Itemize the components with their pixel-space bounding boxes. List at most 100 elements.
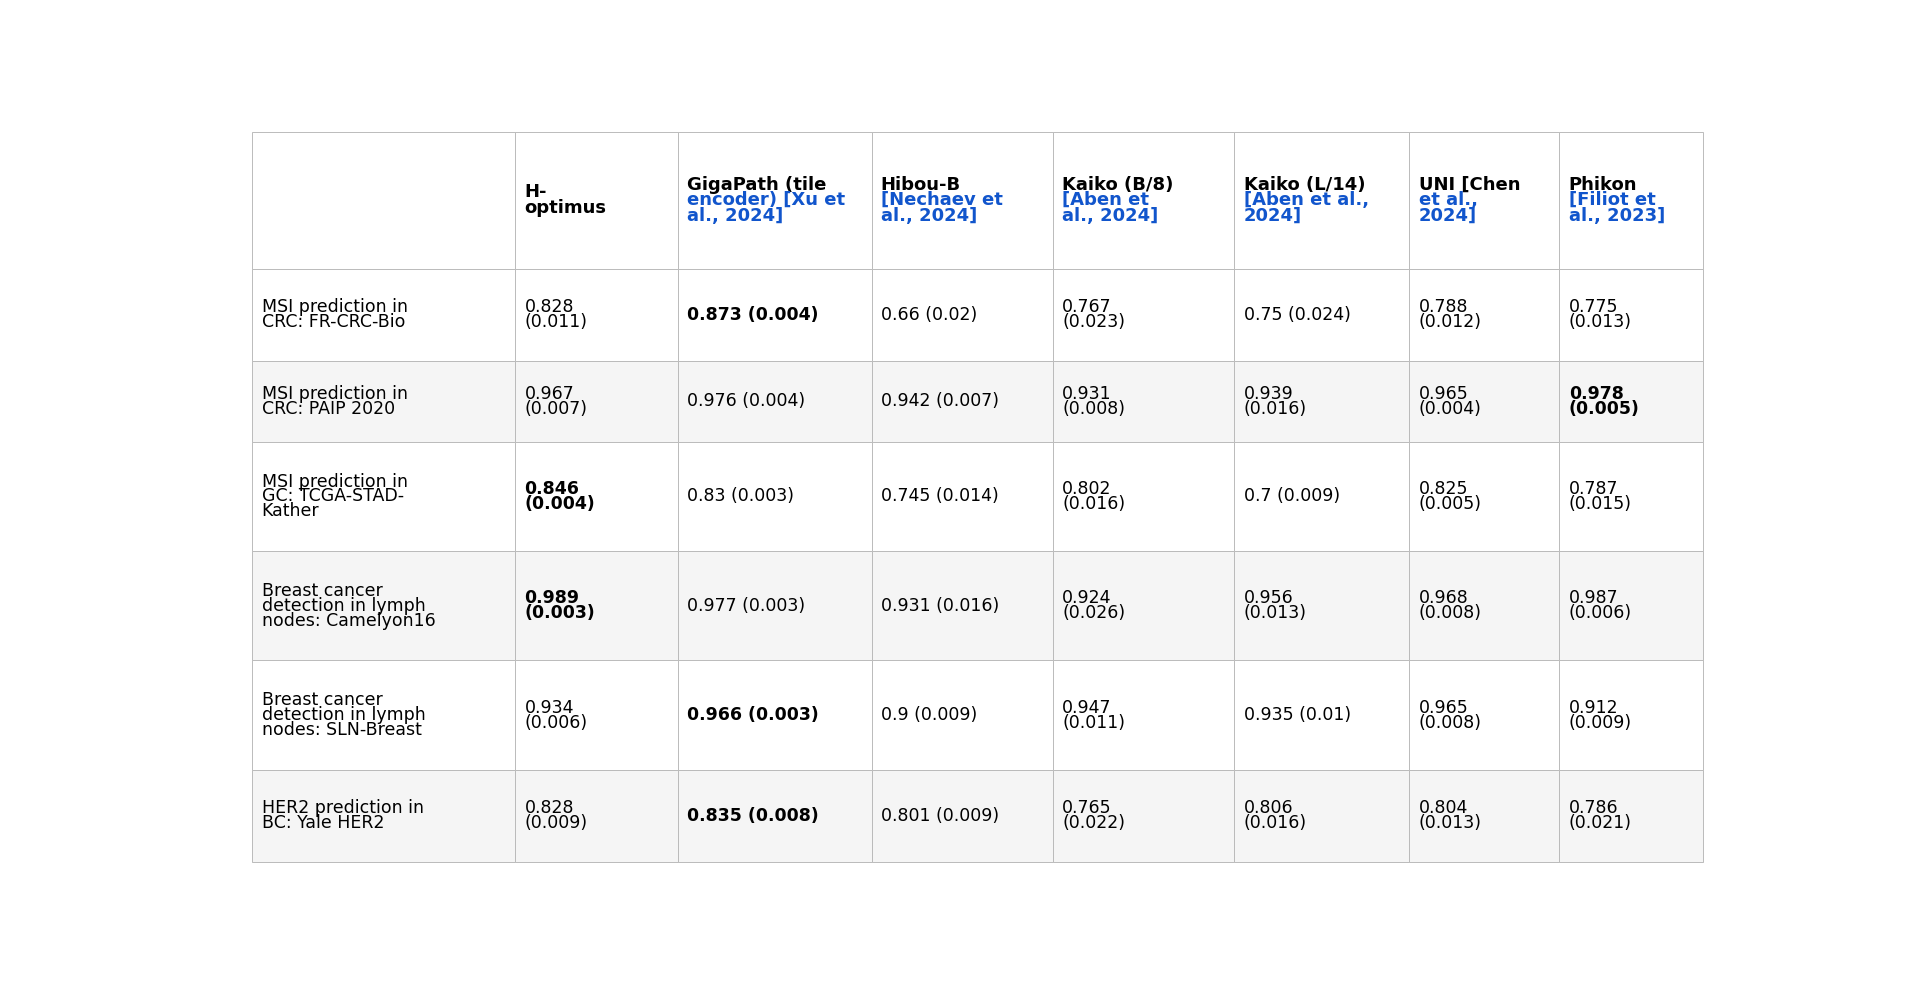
Text: (0.021): (0.021) [1568,814,1630,832]
Bar [677,361,871,442]
Bar [1053,361,1234,442]
Text: nodes: SLN-Breast: nodes: SLN-Breast [261,721,421,739]
Text: 0.828: 0.828 [524,799,574,818]
Text: MSI prediction in: MSI prediction in [261,472,408,491]
Text: (0.008): (0.008) [1062,400,1125,418]
Bar [1558,769,1703,862]
Text: (0.004): (0.004) [1419,400,1480,418]
Text: BC: Yale HER2: BC: Yale HER2 [261,814,383,832]
Bar [1053,769,1234,862]
Bar [252,269,515,361]
Text: (0.008): (0.008) [1419,604,1482,622]
Text: (0.009): (0.009) [524,814,587,832]
Text: [Nechaev et: [Nechaev et [881,191,1003,210]
Text: 0.802: 0.802 [1062,480,1112,498]
Bar [252,660,515,769]
Text: (0.013): (0.013) [1419,814,1482,832]
Bar [515,660,677,769]
Text: (0.023): (0.023) [1062,313,1125,331]
Text: 0.956: 0.956 [1243,589,1293,607]
Text: (0.016): (0.016) [1062,495,1125,513]
Text: 0.912: 0.912 [1568,699,1617,716]
Bar [677,269,871,361]
Bar [252,442,515,551]
Text: 0.978: 0.978 [1568,385,1623,402]
Text: 0.828: 0.828 [524,298,574,316]
Text: H-: H- [524,183,547,202]
Text: CRC: FR-CRC-Bio: CRC: FR-CRC-Bio [261,313,404,331]
Bar [515,769,677,862]
Text: 0.745 (0.014): 0.745 (0.014) [881,487,997,506]
Text: (0.003): (0.003) [524,604,595,622]
Bar [871,361,1053,442]
Text: 0.965: 0.965 [1419,385,1468,402]
Bar [871,269,1053,361]
Text: (0.005): (0.005) [1419,495,1482,513]
Text: (0.012): (0.012) [1419,313,1482,331]
Text: 0.967: 0.967 [524,385,574,402]
Bar [252,769,515,862]
Bar [1558,132,1703,269]
Text: (0.013): (0.013) [1243,604,1306,622]
Text: (0.008): (0.008) [1419,713,1482,731]
Text: 0.939: 0.939 [1243,385,1293,402]
Text: 0.934: 0.934 [524,699,574,716]
Bar [1409,442,1558,551]
Bar [1234,551,1409,660]
Bar [515,361,677,442]
Text: Kaiko (B/8): Kaiko (B/8) [1062,176,1173,194]
Text: (0.005): (0.005) [1568,400,1638,418]
Bar [1053,269,1234,361]
Bar [1409,132,1558,269]
Text: (0.006): (0.006) [524,713,587,731]
Text: 0.942 (0.007): 0.942 (0.007) [881,393,999,410]
Text: (0.026): (0.026) [1062,604,1125,622]
Text: (0.016): (0.016) [1243,400,1306,418]
Text: 0.788: 0.788 [1419,298,1466,316]
Text: 0.931 (0.016): 0.931 (0.016) [881,596,999,615]
Text: 0.987: 0.987 [1568,589,1617,607]
Text: 0.786: 0.786 [1568,799,1617,818]
Text: (0.011): (0.011) [524,313,587,331]
Text: et al.,: et al., [1419,191,1476,210]
Text: 0.965: 0.965 [1419,699,1468,716]
Text: 0.825: 0.825 [1419,480,1466,498]
Text: [Aben et al.,: [Aben et al., [1243,191,1367,210]
Text: (0.007): (0.007) [524,400,587,418]
Text: 0.801 (0.009): 0.801 (0.009) [881,807,999,825]
Text: (0.011): (0.011) [1062,713,1125,731]
Text: MSI prediction in: MSI prediction in [261,385,408,402]
Text: Breast cancer: Breast cancer [261,691,381,709]
Text: Kaiko (L/14): Kaiko (L/14) [1243,176,1364,194]
Text: UNI [Chen: UNI [Chen [1419,176,1520,194]
Text: [Filiot et: [Filiot et [1568,191,1655,210]
Text: 2024]: 2024] [1243,207,1301,224]
Bar [871,442,1053,551]
Bar [871,132,1053,269]
Text: al., 2024]: al., 2024] [881,207,976,224]
Text: GC: TCGA-STAD-: GC: TCGA-STAD- [261,487,404,506]
Bar [677,660,871,769]
Bar [1558,269,1703,361]
Bar [1558,361,1703,442]
Bar [871,551,1053,660]
Text: 0.775: 0.775 [1568,298,1617,316]
Text: Breast cancer: Breast cancer [261,582,381,600]
Text: 0.935 (0.01): 0.935 (0.01) [1243,707,1350,724]
Text: encoder) [Xu et: encoder) [Xu et [687,191,845,210]
Text: (0.013): (0.013) [1568,313,1630,331]
Bar [1053,551,1234,660]
Text: 0.804: 0.804 [1419,799,1466,818]
Text: 0.846: 0.846 [524,480,580,498]
Text: 0.976 (0.004): 0.976 (0.004) [687,393,805,410]
Bar [1234,660,1409,769]
Bar [1053,442,1234,551]
Bar [1234,769,1409,862]
Text: (0.022): (0.022) [1062,814,1125,832]
Text: 0.7 (0.009): 0.7 (0.009) [1243,487,1339,506]
Text: (0.015): (0.015) [1568,495,1630,513]
Text: 0.924: 0.924 [1062,589,1112,607]
Text: 0.765: 0.765 [1062,799,1112,818]
Text: (0.016): (0.016) [1243,814,1306,832]
Text: detection in lymph: detection in lymph [261,707,425,724]
